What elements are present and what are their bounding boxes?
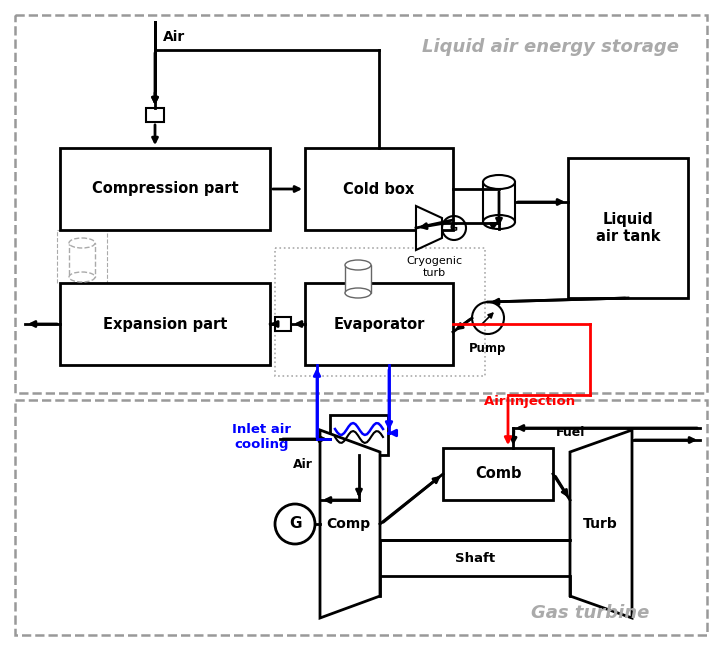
Ellipse shape [69, 238, 95, 248]
Text: Air: Air [293, 458, 313, 471]
Ellipse shape [483, 175, 515, 189]
Bar [483, 182, 515, 222]
Bar [330, 415, 388, 455]
Text: Expansion part: Expansion part [103, 316, 227, 332]
Bar [345, 265, 371, 293]
Text: G: G [450, 223, 458, 233]
Text: Comp: Comp [326, 517, 370, 531]
Bar [568, 158, 688, 298]
Text: Inlet air
cooling: Inlet air cooling [232, 423, 291, 451]
Ellipse shape [69, 272, 95, 282]
Bar [305, 148, 453, 230]
Text: Pump: Pump [470, 342, 507, 355]
Ellipse shape [483, 215, 515, 229]
Text: Turb: Turb [582, 517, 618, 531]
Bar [15, 15, 707, 393]
Bar [380, 540, 570, 576]
Text: Evaporator: Evaporator [334, 316, 425, 332]
Polygon shape [416, 206, 442, 250]
Text: Comb: Comb [475, 467, 521, 481]
Text: Fuel: Fuel [556, 426, 585, 439]
Text: Liquid
air tank: Liquid air tank [596, 212, 660, 244]
Text: Shaft: Shaft [455, 551, 495, 564]
Polygon shape [570, 430, 632, 618]
Ellipse shape [345, 288, 371, 298]
Bar [60, 148, 270, 230]
Text: Air injection: Air injection [485, 395, 576, 408]
Bar [15, 400, 707, 635]
Bar [146, 108, 164, 122]
Text: Gas turbine: Gas turbine [531, 604, 649, 622]
Ellipse shape [345, 260, 371, 270]
Text: Cryogenic
turb: Cryogenic turb [406, 256, 462, 277]
Text: G: G [289, 516, 301, 531]
Bar [57, 230, 107, 283]
Bar [275, 317, 291, 331]
Bar [60, 283, 270, 365]
Text: Cold box: Cold box [344, 181, 415, 196]
Text: Air: Air [163, 30, 186, 44]
Polygon shape [320, 430, 380, 618]
Bar [69, 243, 95, 277]
Bar [275, 248, 485, 376]
Text: Compression part: Compression part [92, 181, 238, 196]
Bar [443, 448, 553, 500]
Text: Liquid air energy storage: Liquid air energy storage [421, 38, 679, 56]
Bar [305, 283, 453, 365]
